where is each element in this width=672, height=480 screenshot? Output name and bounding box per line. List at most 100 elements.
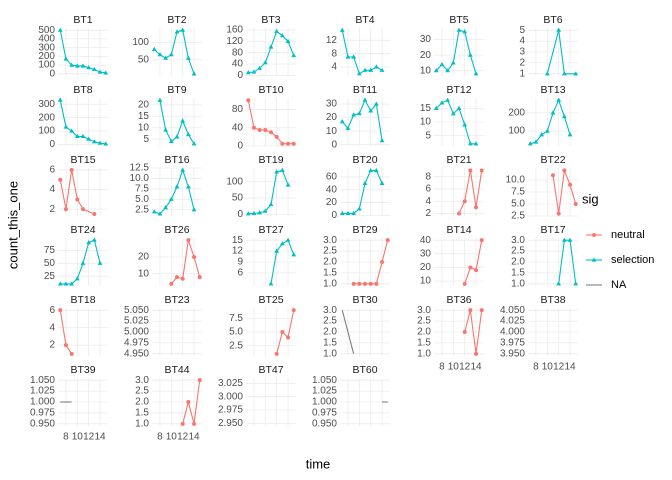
point (362, 180, 368, 185)
point (57, 27, 63, 32)
point (479, 168, 484, 173)
point (97, 260, 103, 265)
point (533, 139, 539, 144)
point (245, 211, 251, 216)
point (279, 167, 285, 172)
y-tick-label: 1.050 (30, 375, 55, 386)
line (276, 310, 295, 354)
strip-title: BT44 (164, 364, 189, 376)
y-tick-label: 2.950 (218, 418, 243, 429)
y-tick-label: 25 (44, 271, 56, 282)
point (544, 71, 550, 76)
point (251, 69, 257, 74)
point (180, 167, 186, 172)
point (445, 97, 451, 102)
strip-title: BT30 (352, 294, 377, 306)
point (339, 119, 345, 124)
point (75, 197, 80, 202)
y-tick-label: 2.5 (417, 316, 431, 327)
strip-title: BT5 (449, 14, 468, 26)
point (81, 207, 85, 212)
x-tick-label: 10 (72, 432, 84, 443)
y-tick-label: 50 (44, 258, 56, 269)
y-tick-label: 20 (326, 112, 338, 123)
strip-title: BT26 (164, 224, 189, 236)
y-tick-label: 0 (49, 139, 55, 150)
point (468, 265, 473, 270)
point (257, 210, 263, 215)
y-tick-label: 75 (44, 245, 56, 256)
point (180, 118, 186, 123)
y-tick-label: 80 (232, 47, 244, 58)
point (279, 33, 285, 38)
y-tick-label: 7.5 (511, 187, 525, 198)
y-tick-label: 0.975 (312, 408, 337, 419)
point (573, 281, 579, 286)
point (91, 237, 97, 242)
point (468, 168, 473, 173)
y-tick-label: 4 (425, 196, 431, 207)
y-tick-label: 2.5 (323, 316, 337, 327)
y-tick-label: 2 (49, 204, 55, 215)
x-tick-label: 10 (542, 362, 554, 373)
point (450, 60, 456, 65)
y-tick-label: 60 (326, 172, 338, 183)
strip-title: BT4 (355, 14, 374, 26)
y-tick-label: 2 (49, 340, 55, 351)
point (257, 128, 262, 132)
point (97, 69, 103, 74)
y-tick-label: 7.5 (229, 313, 243, 324)
legend-title: sig (582, 191, 599, 206)
point (251, 210, 257, 215)
point (74, 63, 80, 68)
point (169, 281, 174, 286)
y-tick-label: 15 (420, 103, 432, 114)
point (433, 68, 439, 73)
point (262, 60, 268, 65)
legend-marker (591, 257, 597, 262)
y-tick-label: 5.050 (124, 305, 149, 316)
strip-title: BT19 (258, 154, 283, 166)
x-tick-label: 14 (564, 362, 576, 373)
point (567, 132, 573, 137)
point (163, 205, 169, 210)
y-tick-label: 1.5 (511, 268, 525, 279)
point (467, 52, 473, 57)
point (163, 55, 169, 60)
point (280, 141, 285, 146)
y-tick-label: 2.5 (511, 246, 525, 257)
point (456, 27, 462, 32)
y-tick-label: 0 (331, 139, 337, 150)
point (445, 68, 451, 73)
y-tick-label: 100 (38, 60, 55, 71)
point (368, 67, 374, 72)
point (368, 281, 373, 286)
y-tick-label: 2.0 (417, 327, 431, 338)
point (174, 184, 180, 189)
point (274, 248, 280, 253)
y-tick-label: 4.950 (124, 348, 149, 359)
y-tick-label: 1.0 (323, 278, 337, 289)
x-tick-label: 14 (94, 432, 106, 443)
point (356, 71, 362, 76)
strip-title: BT39 (70, 364, 95, 376)
point (373, 101, 379, 106)
y-tick-label: 4 (331, 62, 337, 73)
y-tick-label: 400 (38, 34, 55, 45)
strip-title: BT6 (543, 14, 562, 26)
y-tick-label: 3.000 (218, 391, 243, 402)
y-tick-label: 3.025 (218, 378, 243, 389)
point (175, 275, 179, 280)
point (550, 110, 556, 115)
point (456, 105, 462, 110)
point (274, 351, 279, 356)
y-tick-label: 100 (508, 126, 525, 137)
point (539, 132, 545, 137)
strip-title: BT27 (258, 224, 283, 236)
y-tick-label: 2.5 (323, 246, 337, 257)
y-tick-label: 3.0 (135, 375, 149, 386)
point (86, 136, 92, 141)
point (197, 275, 202, 280)
point (151, 209, 157, 214)
x-tick-label: 10 (166, 432, 178, 443)
